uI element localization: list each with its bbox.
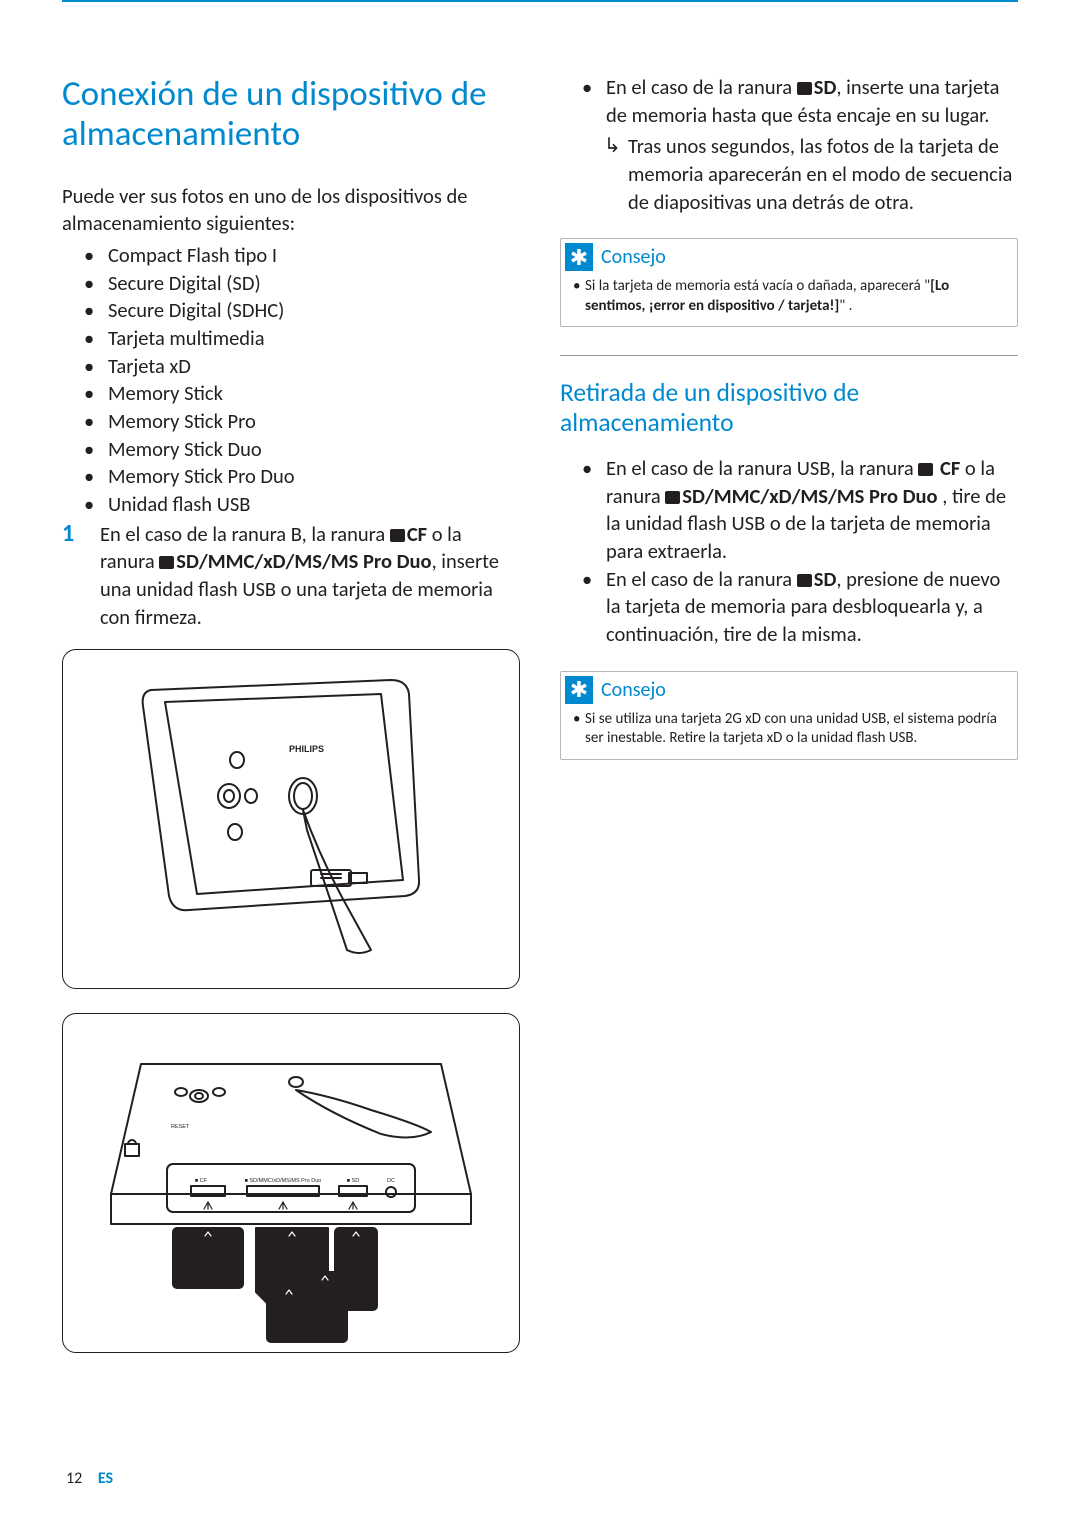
sub-heading: Retirada de un dispositivo de almacenami…: [560, 355, 1018, 437]
right-column: En el caso de la ranura SD, inserte una …: [560, 74, 1018, 1377]
brand-label: PHILIPS: [289, 744, 324, 754]
list-item: En el caso de la ranura SD, inserte una …: [560, 74, 1018, 129]
card-icon: [390, 529, 405, 542]
main-heading: Conexión de un dispositivo de almacenami…: [62, 74, 520, 155]
list-item: Unidad flash USB: [62, 491, 520, 519]
svg-text:RESET: RESET: [171, 1124, 190, 1130]
page-number: 12: [66, 1469, 82, 1488]
list-item: Memory Stick: [62, 380, 520, 408]
list-item: Memory Stick Duo: [62, 436, 520, 464]
right-bullets-1: En el caso de la ranura SD, inserte una …: [560, 74, 1018, 129]
result-arrow: Tras unos segundos, las fotos de la tarj…: [560, 133, 1018, 216]
svg-text:DC: DC: [387, 1178, 395, 1184]
left-column: Conexión de un dispositivo de almacenami…: [62, 74, 520, 1377]
card-icon: [797, 574, 812, 587]
step-body: En el caso de la ranura B, la ranura CF …: [100, 521, 520, 632]
list-item: Secure Digital (SD): [62, 270, 520, 298]
page-footer: 12 ES: [66, 1469, 113, 1488]
tip-text: Si la tarjeta de memoria está vacía o da…: [571, 277, 1005, 316]
lang-code: ES: [98, 1469, 113, 1488]
tip-label: Consejo: [601, 245, 666, 269]
list-item: Compact Flash tipo I: [62, 242, 520, 270]
list-item: En el caso de la ranura SD, presione de …: [560, 566, 1018, 649]
tip-icon: ✱: [565, 243, 593, 271]
svg-text:■ SD: ■ SD: [347, 1178, 360, 1184]
list-item: Secure Digital (SDHC): [62, 297, 520, 325]
tip-text: Si se utiliza una tarjeta 2G xD con una …: [571, 710, 1005, 749]
tip-label: Consejo: [601, 678, 666, 702]
list-item: Tarjeta multimedia: [62, 325, 520, 353]
step-number: 1: [62, 521, 86, 632]
list-item: Tarjeta xD: [62, 353, 520, 381]
list-item: Memory Stick Pro: [62, 408, 520, 436]
tip-box-2: ✱ Consejo Si se utiliza una tarjeta 2G x…: [560, 671, 1018, 760]
removal-list: En el caso de la ranura USB, la ranura C…: [560, 455, 1018, 649]
intro-text: Puede ver sus fotos en uno de los dispos…: [62, 183, 520, 238]
card-icon: [159, 556, 174, 569]
step-1: 1 En el caso de la ranura B, la ranura C…: [62, 521, 520, 632]
list-item: Memory Stick Pro Duo: [62, 463, 520, 491]
tip-box-1: ✱ Consejo Si la tarjeta de memoria está …: [560, 238, 1018, 327]
device-list: Compact Flash tipo I Secure Digital (SD)…: [62, 242, 520, 519]
card-icon: [797, 82, 812, 95]
device-back-figure: PHILIPS: [62, 649, 520, 989]
card-icon: [918, 463, 933, 476]
tip-icon: ✱: [565, 676, 593, 704]
card-icon: [665, 491, 680, 504]
list-item: En el caso de la ranura USB, la ranura C…: [560, 455, 1018, 566]
svg-text:■ SD/MMC/xD/MS/MS Pro Duo: ■ SD/MMC/xD/MS/MS Pro Duo: [245, 1178, 322, 1184]
svg-text:■ CF: ■ CF: [195, 1178, 208, 1184]
device-bottom-figure: RESET ■ CF ■ SD/MMC/xD/MS/MS Pro Duo ■ S…: [62, 1013, 520, 1353]
